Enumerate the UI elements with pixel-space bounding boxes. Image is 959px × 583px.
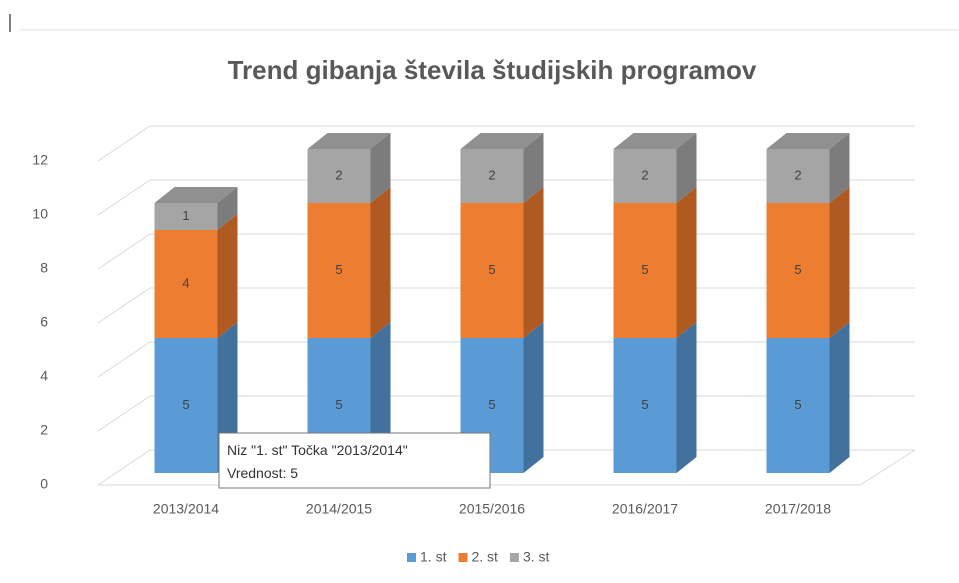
bar-segment (154, 338, 218, 473)
bar-segment (613, 203, 677, 338)
tooltip: Niz "1. st" Točka "2013/2014" Vrednost: … (218, 432, 491, 489)
bar-segment (154, 203, 218, 230)
data-label: 5 (182, 397, 189, 412)
data-label: 5 (641, 397, 648, 412)
bar-side (829, 187, 850, 338)
y-tick-label: 0 (40, 476, 48, 492)
y-tick-label: 2 (40, 422, 48, 438)
data-label: 5 (335, 262, 342, 277)
data-label: 5 (794, 262, 801, 277)
legend-label: 2. st (471, 549, 498, 565)
bar-side (217, 187, 238, 230)
legend-swatch (458, 553, 468, 562)
y-tick-label: 12 (32, 152, 48, 168)
data-label: 1 (182, 208, 189, 223)
data-label: 5 (335, 397, 342, 412)
x-tick-label: 2017/2018 (765, 501, 831, 517)
data-label: 5 (488, 262, 495, 277)
chart-title: Trend gibanja števila študijskih program… (228, 55, 757, 85)
y-tick-label: 4 (40, 368, 48, 384)
x-tick-label: 2015/2016 (459, 501, 525, 517)
plot: 0 2 4 6 8 10 12 2013/2014 5 4 1 2014/2015 5 5 2 2015/20… (32, 125, 916, 517)
bar-segment (154, 230, 218, 338)
bar-segment (766, 149, 830, 203)
tooltip-value: Vrednost: 5 (227, 465, 298, 481)
data-label: 4 (182, 275, 189, 290)
y-tick-label: 6 (40, 314, 48, 330)
bar-top (460, 133, 544, 149)
bar-side (523, 322, 544, 473)
bar-side (217, 214, 238, 338)
bar-side (676, 187, 697, 338)
y-tick-label: 10 (32, 206, 48, 222)
bar-side (370, 187, 391, 338)
bar-segment (460, 203, 524, 338)
bar-top (613, 133, 697, 149)
bar-side (370, 133, 391, 203)
data-label: 5 (794, 397, 801, 412)
x-tick-label: 2013/2014 (153, 501, 219, 517)
bar-segment (766, 338, 830, 473)
bar-side (829, 133, 850, 203)
bar-segment (766, 203, 830, 338)
bar-segment (613, 338, 677, 473)
bar-segment (307, 149, 371, 203)
data-label: 2 (335, 167, 342, 182)
bar-top (307, 133, 391, 149)
bar-segment (460, 149, 524, 203)
legend-swatch (407, 553, 416, 562)
legend-label: 3. st (523, 549, 550, 565)
bar-side (676, 133, 697, 203)
legend: 1. st 2. st 3. st (407, 549, 550, 565)
bar-side (523, 187, 544, 338)
x-tick-label: 2016/2017 (612, 501, 678, 517)
bar-side (676, 322, 697, 473)
bar-top (766, 133, 850, 149)
x-tick-label: 2014/2015 (306, 501, 372, 517)
data-label: 5 (641, 262, 648, 277)
data-label: 5 (488, 397, 495, 412)
bar-segment (613, 149, 677, 203)
bar-segment (307, 203, 371, 338)
bar-side (523, 133, 544, 203)
data-label: 2 (488, 167, 495, 182)
grid-line (97, 125, 915, 162)
bar-top (154, 187, 238, 203)
legend-label: 1. st (420, 549, 447, 565)
tooltip-box (218, 432, 491, 489)
bar-side (829, 322, 850, 473)
data-label: 2 (641, 167, 648, 182)
data-label: 2 (794, 167, 801, 182)
tooltip-title: Niz "1. st" Točka "2013/2014" (227, 442, 408, 458)
y-tick-label: 8 (40, 260, 48, 276)
legend-swatch (509, 553, 519, 562)
